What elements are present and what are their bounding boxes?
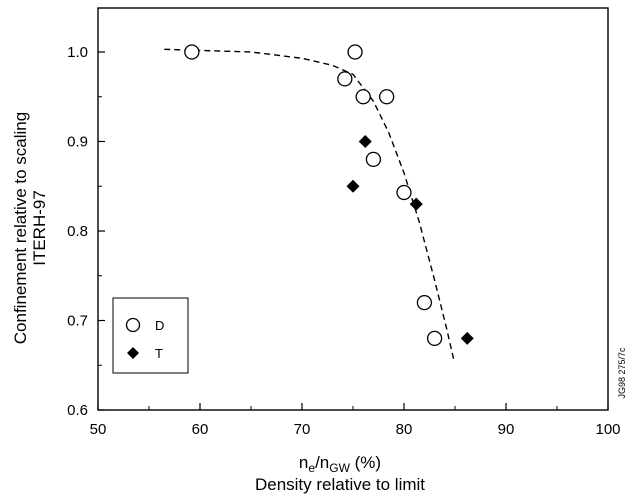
y-tick-label: 0.9 bbox=[67, 134, 88, 151]
x-tick-label: 100 bbox=[595, 421, 620, 438]
x-axis-label: ne/nGW (%) bbox=[299, 453, 381, 475]
data-point-d bbox=[347, 44, 363, 60]
x-tick-label: 50 bbox=[90, 421, 107, 438]
x-tick-label: 60 bbox=[192, 421, 209, 438]
data-point-d bbox=[426, 330, 443, 347]
x-tick-label: 90 bbox=[498, 421, 515, 438]
points-group bbox=[184, 44, 474, 347]
x-tick-label: 80 bbox=[396, 421, 413, 438]
trend-line bbox=[164, 48, 455, 361]
y-tick-label: 1.0 bbox=[67, 44, 88, 61]
legend-marker-t bbox=[127, 347, 139, 359]
legend-box bbox=[112, 297, 189, 374]
x-axis-label-line2: Density relative to limit bbox=[255, 475, 425, 494]
figure-code: JG98 275/7c bbox=[617, 347, 627, 399]
data-point-d bbox=[416, 294, 433, 311]
legend-label-t: T bbox=[155, 346, 163, 361]
data-point-d bbox=[337, 71, 353, 87]
legend: D T bbox=[112, 297, 189, 374]
data-point-d bbox=[379, 89, 395, 105]
y-tick-label: 0.6 bbox=[67, 402, 88, 419]
y-axis-label-line1: Confinement relative to scaling bbox=[11, 112, 30, 344]
y-tick-label: 0.7 bbox=[67, 313, 88, 330]
x-ticks: 50 60 70 80 90 100 bbox=[90, 403, 621, 438]
data-point-t bbox=[409, 197, 423, 211]
y-tick-label: 0.8 bbox=[67, 223, 88, 240]
y-axis-label-line2: ITERH-97 bbox=[30, 190, 49, 266]
data-point-t bbox=[358, 135, 372, 148]
data-point-d bbox=[184, 44, 200, 60]
y-ticks: 0.6 0.7 0.8 0.9 1.0 bbox=[67, 44, 105, 419]
trend-line-group bbox=[164, 48, 455, 361]
x-tick-label: 70 bbox=[294, 421, 311, 438]
data-point-t bbox=[460, 331, 474, 345]
data-point-d bbox=[396, 184, 412, 201]
data-point-d bbox=[355, 89, 371, 105]
data-point-t bbox=[346, 179, 360, 193]
legend-marker-d bbox=[125, 317, 141, 333]
legend-label-d: D bbox=[155, 318, 164, 333]
data-point-d bbox=[365, 151, 382, 168]
